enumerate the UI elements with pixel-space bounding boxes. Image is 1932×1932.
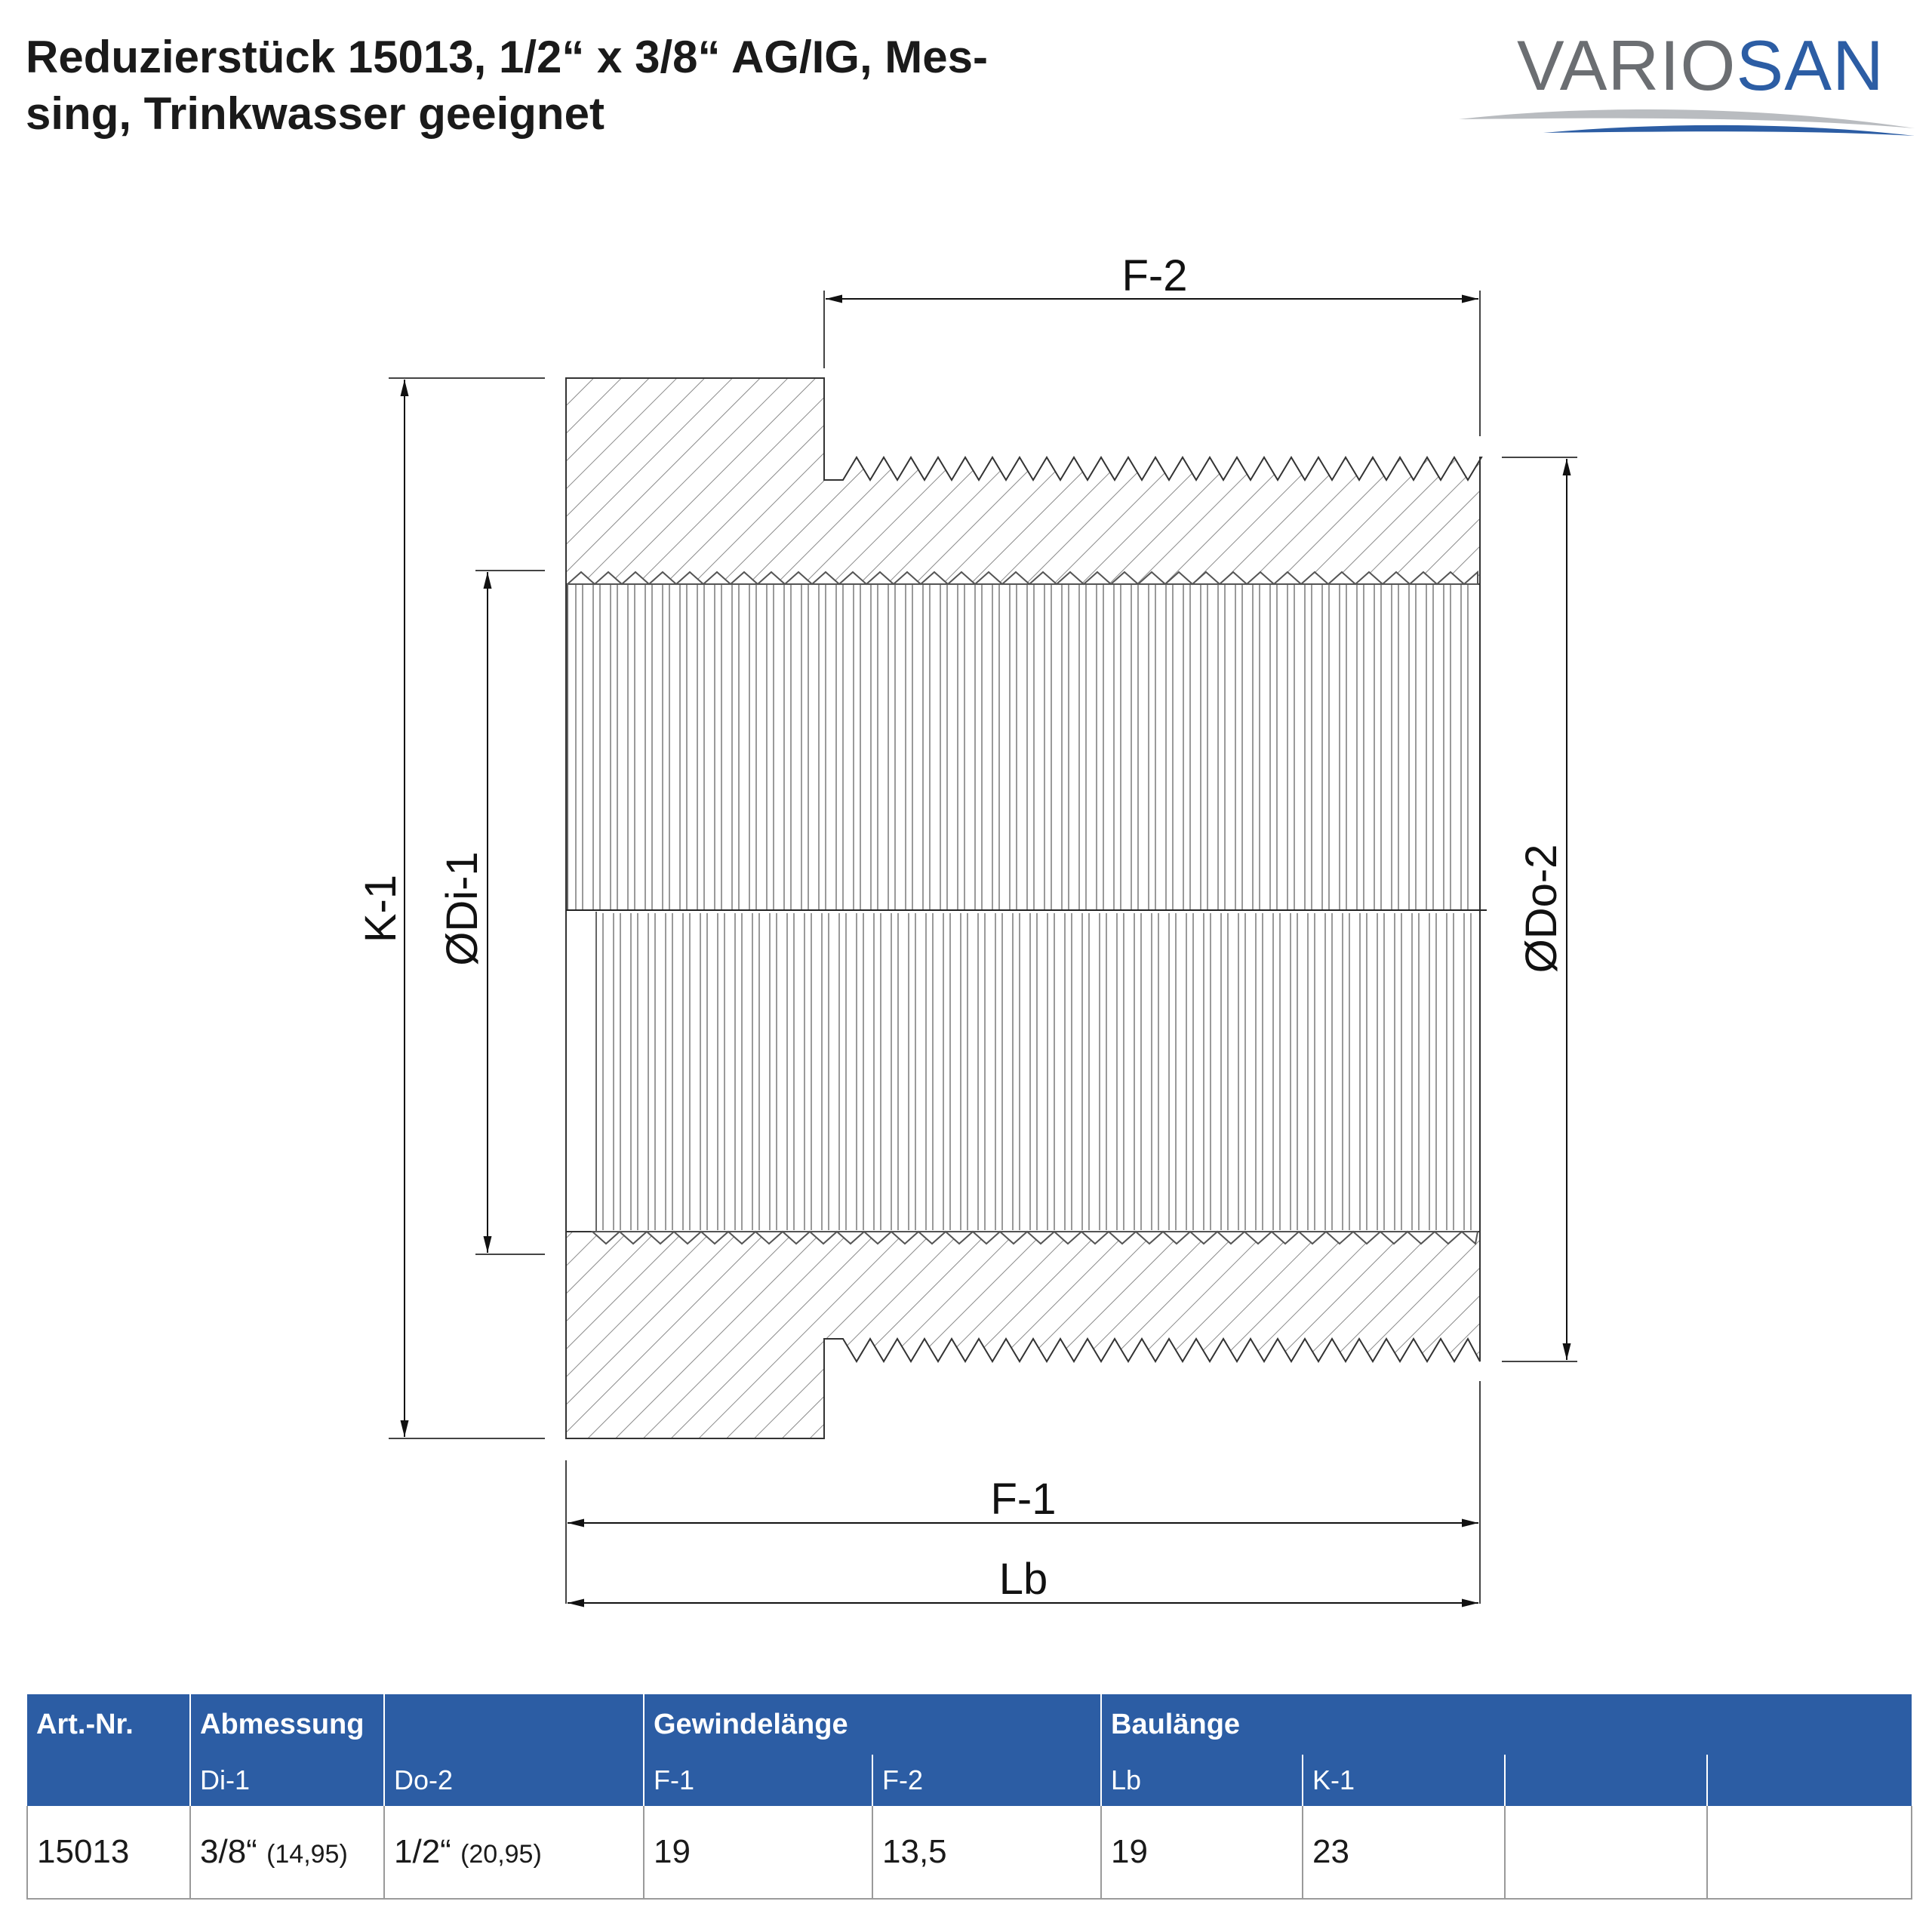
cell-di1: 3/8“ (14,95): [189, 1806, 384, 1900]
logo-swoosh-icon: [1459, 109, 1915, 136]
subheader-empty-1: [1504, 1755, 1707, 1806]
header-blank-1: [383, 1694, 644, 1755]
subheader-lb: Lb: [1100, 1755, 1303, 1806]
subheader-k1: K-1: [1302, 1755, 1505, 1806]
subheader-f2: F-2: [872, 1755, 1101, 1806]
header-baulaenge: Baulänge: [1100, 1694, 1912, 1755]
label-f1: F-1: [991, 1475, 1057, 1524]
label-lb: Lb: [999, 1555, 1048, 1604]
page-title: Reduzierstück 15013, 1/2“ x 3/8“ AG/IG, …: [26, 29, 1203, 142]
label-f2: F-2: [1122, 251, 1188, 300]
logo-wordmark: VARIOSAN: [1517, 24, 1884, 107]
cell-di1-mm: (14,95): [266, 1840, 348, 1869]
cell-di1-value: 3/8“: [200, 1833, 257, 1870]
cell-f1: 19: [643, 1806, 872, 1900]
subheader-blank: [27, 1755, 190, 1806]
table-header-row-1: Art.-Nr. Abmessung Gewindelänge Baulänge: [27, 1694, 1912, 1755]
label-di1: ØDi-1: [438, 851, 487, 965]
table-header-row-2: Di-1 Do-2 F-1 F-2 Lb K-1: [27, 1755, 1912, 1806]
inner-thread-bottom: [590, 1230, 1479, 1245]
cell-do2-mm: (20,95): [460, 1840, 542, 1869]
logo-text-vario: VARIO: [1517, 26, 1737, 105]
cell-empty-2: [1706, 1806, 1913, 1900]
bore-thread-upper: [570, 585, 1478, 909]
body-section-top: [565, 377, 1483, 585]
subheader-di1: Di-1: [189, 1755, 384, 1806]
label-do2: ØDo-2: [1517, 844, 1566, 974]
bore-thread-lower: [596, 913, 1478, 1230]
cell-art-nr: 15013: [26, 1806, 190, 1900]
table-row: 15013 3/8“ (14,95) 1/2“ (20,95) 19 13,5 …: [26, 1806, 1913, 1900]
subheader-f1: F-1: [643, 1755, 872, 1806]
cell-k1: 23: [1302, 1806, 1505, 1900]
subheader-empty-2: [1706, 1755, 1912, 1806]
subheader-do2: Do-2: [383, 1755, 644, 1806]
header-abmessung: Abmessung: [189, 1694, 384, 1755]
cell-empty-1: [1504, 1806, 1707, 1900]
header-art-nr: Art.-Nr.: [27, 1694, 190, 1755]
cell-f2: 13,5: [872, 1806, 1101, 1900]
inner-thread-top: [565, 570, 1478, 586]
logo-text-san: SAN: [1736, 26, 1884, 105]
cell-do2-value: 1/2“: [394, 1833, 451, 1870]
cell-lb: 19: [1100, 1806, 1303, 1900]
spec-table: Art.-Nr. Abmessung Gewindelänge Baulänge…: [26, 1694, 1913, 1900]
technical-drawing: F-2 F-1 Lb K-1 ØDi-1 ØDo-2: [356, 251, 1577, 1607]
header-gewindelaenge: Gewindelänge: [643, 1694, 1101, 1755]
title-line-2: sing, Trinkwasser geeignet: [26, 88, 605, 139]
body-section-bottom: [565, 1231, 1481, 1439]
variosan-logo: VARIOSAN: [1453, 15, 1921, 143]
label-k1: K-1: [356, 875, 405, 943]
cell-do2: 1/2“ (20,95): [383, 1806, 644, 1900]
title-line-1: Reduzierstück 15013, 1/2“ x 3/8“ AG/IG, …: [26, 32, 988, 82]
